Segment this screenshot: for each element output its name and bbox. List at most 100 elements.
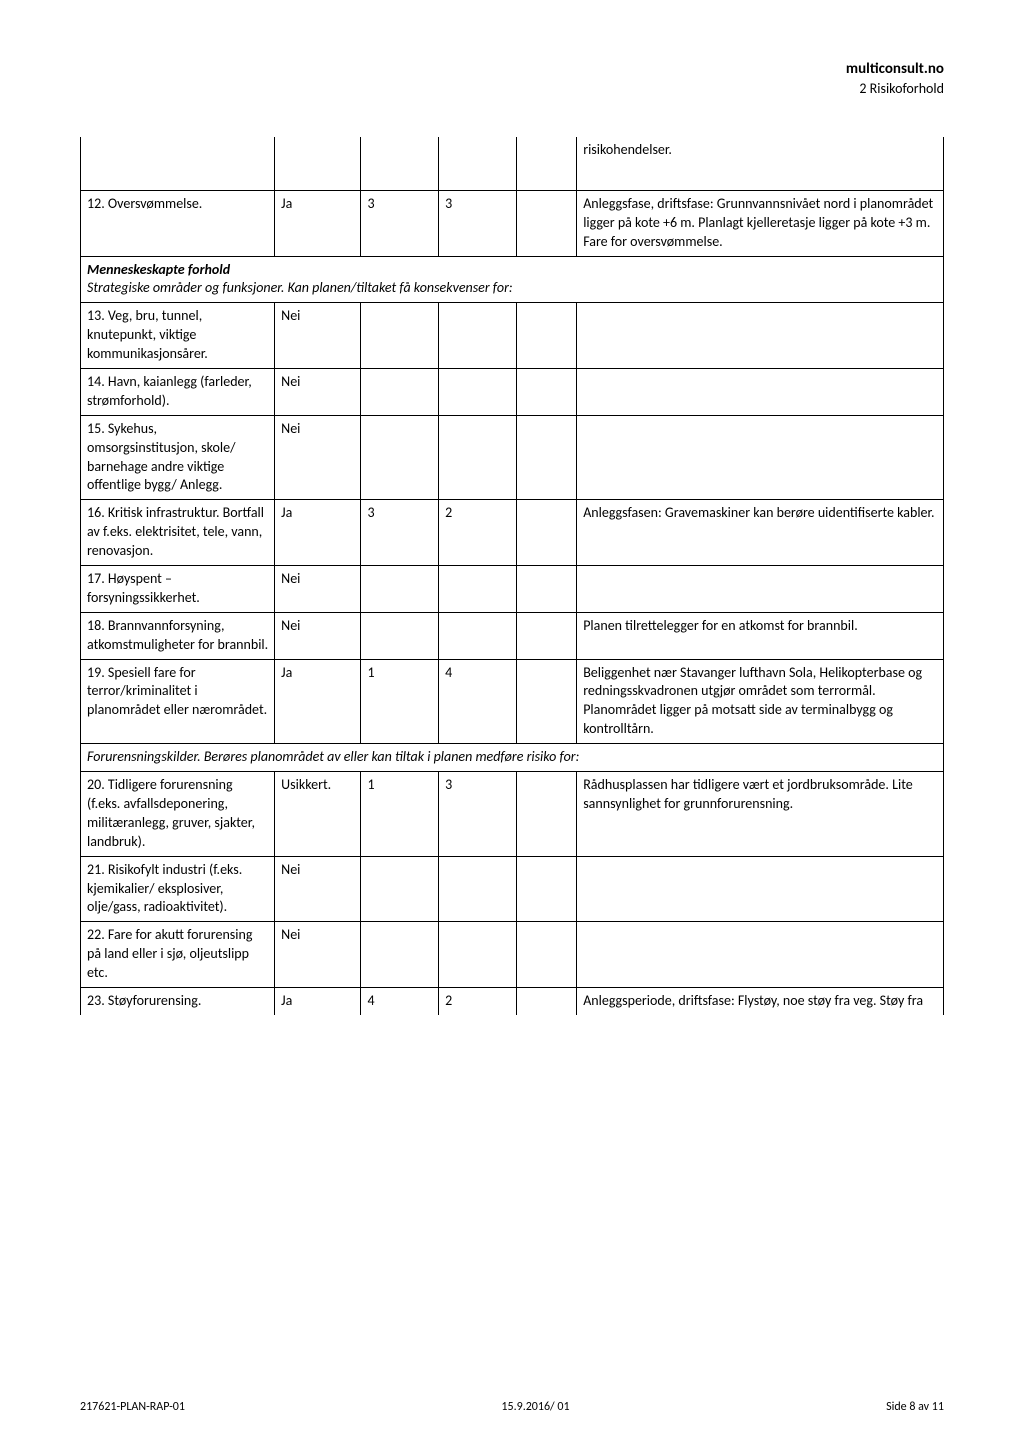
section-header: Menneskeskapte forhold Strategiske områd… (81, 256, 944, 303)
section-subtitle: Forurensningskilder. Berøres planområdet… (81, 744, 944, 772)
cell (361, 612, 439, 659)
table-row: 17. Høyspent – forsyningssikkerhet. Nei (81, 566, 944, 613)
cell (439, 922, 517, 988)
cell (516, 303, 576, 369)
footer-center: 15.9.2016/ 01 (501, 1400, 569, 1414)
cell-label: 18. Brannvannforsyning, atkomstmulighete… (81, 612, 275, 659)
cell (361, 922, 439, 988)
footer-right: Side 8 av 11 (886, 1400, 944, 1414)
cell (439, 303, 517, 369)
cell (516, 566, 576, 613)
cell-label: 23. Støyforurensing. (81, 987, 275, 1014)
cell-desc: Beliggenhet nær Stavanger lufthavn Sola,… (577, 659, 944, 744)
cell (516, 772, 576, 857)
cell-desc (577, 856, 944, 922)
cell-desc: Anleggsperiode, driftsfase: Flystøy, noe… (577, 987, 944, 1014)
risk-table: risikohendelser. 12. Oversvømmelse. Ja 3… (80, 137, 944, 1015)
cell: Ja (275, 659, 361, 744)
table-row: 14. Havn, kaianlegg (farleder, strømforh… (81, 369, 944, 416)
cell-desc: Anleggsfase, driftsfase: Grunnvannsnivåe… (577, 190, 944, 256)
cell: Nei (275, 415, 361, 500)
cell (439, 856, 517, 922)
cell: Nei (275, 566, 361, 613)
cell: Nei (275, 303, 361, 369)
table-row: 18. Brannvannforsyning, atkomstmulighete… (81, 612, 944, 659)
cell (361, 303, 439, 369)
cell: Nei (275, 856, 361, 922)
cell: 4 (439, 659, 517, 744)
cell (439, 415, 517, 500)
cell (439, 612, 517, 659)
cell: 1 (361, 772, 439, 857)
cell (81, 137, 275, 190)
cell-label: 19. Spesiell fare for terror/kriminalite… (81, 659, 275, 744)
cell (439, 137, 517, 190)
page-footer: 217621-PLAN-RAP-01 15.9.2016/ 01 Side 8 … (80, 1400, 944, 1414)
cell-desc (577, 415, 944, 500)
cell (439, 369, 517, 416)
cell-desc: Planen tilrettelegger for en atkomst for… (577, 612, 944, 659)
cell: 3 (439, 772, 517, 857)
cell (516, 137, 576, 190)
table-row: 20. Tidligere forurensning (f.eks. avfal… (81, 772, 944, 857)
cell-label: 17. Høyspent – forsyningssikkerhet. (81, 566, 275, 613)
table-row: 16. Kritisk infrastruktur. Bortfall av f… (81, 500, 944, 566)
table-row: 23. Støyforurensing. Ja 4 2 Anleggsperio… (81, 987, 944, 1014)
cell-label: 13. Veg, bru, tunnel, knutepunkt, viktig… (81, 303, 275, 369)
cell: Nei (275, 612, 361, 659)
cell: 3 (361, 500, 439, 566)
cell: 3 (361, 190, 439, 256)
cell: Ja (275, 987, 361, 1014)
cell-desc (577, 303, 944, 369)
page-header: multiconsult.no 2 Risikoforhold (80, 60, 944, 97)
cell: Ja (275, 190, 361, 256)
cell-label: 14. Havn, kaianlegg (farleder, strømforh… (81, 369, 275, 416)
cell: risikohendelser. (577, 137, 944, 190)
table-row: 12. Oversvømmelse. Ja 3 3 Anleggsfase, d… (81, 190, 944, 256)
cell (516, 190, 576, 256)
cell-label: 12. Oversvømmelse. (81, 190, 275, 256)
cell (516, 415, 576, 500)
cell: Usikkert. (275, 772, 361, 857)
cell (361, 137, 439, 190)
cell-label: 22. Fare for akutt forurensing på land e… (81, 922, 275, 988)
footer-left: 217621-PLAN-RAP-01 (80, 1400, 185, 1414)
cell: 1 (361, 659, 439, 744)
cell-label: 15. Sykehus, omsorgsinstitusjon, skole/ … (81, 415, 275, 500)
table-row: 22. Fare for akutt forurensing på land e… (81, 922, 944, 988)
cell: 3 (439, 190, 517, 256)
cell: 4 (361, 987, 439, 1014)
cell (516, 369, 576, 416)
cell: Nei (275, 922, 361, 988)
cell: Ja (275, 500, 361, 566)
cell-desc (577, 922, 944, 988)
cell (361, 415, 439, 500)
cell: 2 (439, 987, 517, 1014)
table-row: risikohendelser. (81, 137, 944, 190)
cell (516, 500, 576, 566)
cell-desc: Rådhusplassen har tidligere vært et jord… (577, 772, 944, 857)
table-row: 15. Sykehus, omsorgsinstitusjon, skole/ … (81, 415, 944, 500)
table-row: 19. Spesiell fare for terror/kriminalite… (81, 659, 944, 744)
cell-label: 20. Tidligere forurensning (f.eks. avfal… (81, 772, 275, 857)
cell: Nei (275, 369, 361, 416)
section-header-row: Menneskeskapte forhold Strategiske områd… (81, 256, 944, 303)
cell (516, 987, 576, 1014)
cell (275, 137, 361, 190)
table-row: 21. Risikofylt industri (f.eks. kjemikal… (81, 856, 944, 922)
section-title: Menneskeskapte forhold (87, 261, 937, 280)
cell (361, 566, 439, 613)
section-subtitle: Strategiske områder og funksjoner. Kan p… (87, 279, 937, 298)
cell (516, 922, 576, 988)
cell-label: 21. Risikofylt industri (f.eks. kjemikal… (81, 856, 275, 922)
header-subtitle: 2 Risikoforhold (80, 80, 944, 97)
cell-desc (577, 369, 944, 416)
header-title: multiconsult.no (80, 60, 944, 78)
cell (361, 856, 439, 922)
cell-label: 16. Kritisk infrastruktur. Bortfall av f… (81, 500, 275, 566)
table-row: 13. Veg, bru, tunnel, knutepunkt, viktig… (81, 303, 944, 369)
cell (439, 566, 517, 613)
cell (516, 659, 576, 744)
cell-desc: Anleggsfasen: Gravemaskiner kan berøre u… (577, 500, 944, 566)
cell (361, 369, 439, 416)
